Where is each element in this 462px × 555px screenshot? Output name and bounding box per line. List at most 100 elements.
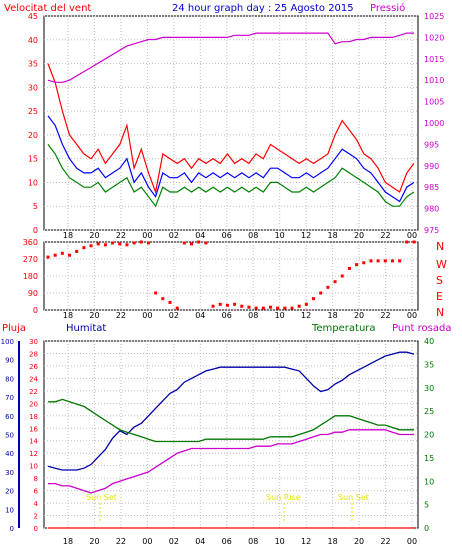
direction-point-6 (89, 244, 93, 248)
direction-point-36 (304, 302, 308, 306)
x-tick-label-2-12: 22 (380, 537, 390, 546)
direction-point-3 (68, 253, 72, 257)
sun-set-label-1: Sun Set (86, 493, 117, 502)
pressure-y-tick-7: 1010 (424, 76, 444, 85)
direction-point-41 (340, 274, 344, 278)
pressure-y-tick-8: 1015 (424, 55, 444, 64)
temperature-y-tick-7: 35 (424, 360, 434, 369)
direction-point-45 (369, 259, 373, 263)
direction-point-17 (168, 300, 172, 304)
temperature-label: Temperatura (311, 323, 376, 334)
pressure-y-tick-2: 985 (424, 183, 439, 192)
direction-point-16 (161, 297, 165, 301)
data-marks (46, 32, 416, 529)
x-tick-label-0-4: 02 (169, 231, 179, 240)
direction-point-22 (204, 241, 208, 245)
rain-y-tick-13: 26 (29, 363, 38, 371)
direction-point-11 (125, 243, 129, 247)
direction-point-12 (132, 241, 136, 245)
direction-point-31 (268, 305, 272, 309)
rain-y-tick-6: 12 (29, 450, 38, 458)
direction-letter-w: W (436, 258, 447, 271)
direction-point-23 (211, 304, 215, 308)
rain-y-tick-10: 20 (29, 400, 38, 408)
humidity-y-tick-9: 90 (5, 357, 14, 365)
pressure-y-tick-1: 980 (424, 205, 439, 214)
direction-point-35 (297, 304, 301, 308)
humidity-y-tick-0: 0 (10, 525, 14, 533)
direction-point-5 (82, 246, 86, 250)
humidity-y-tick-3: 30 (5, 469, 14, 477)
direction-point-42 (347, 266, 351, 270)
x-tick-label-2-8: 10 (275, 537, 285, 546)
wind-y-tick-9: 45 (28, 12, 38, 21)
wind-y-tick-0: 0 (33, 226, 38, 235)
x-tick-label-2-11: 20 (354, 537, 364, 546)
direction-y-tick-0: 0 (33, 306, 38, 315)
rain-y-tick-3: 6 (34, 488, 39, 496)
direction-point-39 (326, 285, 330, 289)
x-tick-label-1-3: 00 (142, 311, 152, 320)
direction-point-8 (103, 243, 107, 247)
direction-point-47 (383, 259, 387, 263)
x-tick-label-1-11: 20 (354, 311, 364, 320)
temperature-y-tick-0: 0 (424, 524, 429, 533)
axis-labels: 18 20 22 00 02 04 06 08 10 12 18 20 22 00051015202530… (1, 12, 445, 546)
direction-letter-s: S (436, 274, 443, 287)
direction-point-18 (175, 306, 179, 310)
direction-letter-n2: N (436, 306, 444, 319)
x-tick-label-1-6: 06 (222, 311, 232, 320)
rain-y-tick-9: 18 (29, 413, 38, 421)
x-tick-label-0-1: 20 (89, 231, 99, 240)
direction-y-tick-4: 360 (23, 238, 38, 247)
x-tick-label-1-9: 12 (301, 311, 311, 320)
dewpoint-line (48, 429, 414, 494)
humidity-y-tick-10: 100 (1, 338, 14, 346)
x-tick-label-1-0: 18 (63, 311, 73, 320)
x-tick-label-1-10: 18 (328, 311, 338, 320)
x-tick-label-0-0: 18 (63, 231, 73, 240)
temperature-y-tick-2: 10 (424, 477, 434, 486)
temperature-line (48, 398, 414, 443)
humidity-line (47, 351, 415, 471)
direction-point-38 (319, 291, 323, 295)
humidity-y-tick-5: 50 (5, 432, 14, 440)
direction-point-10 (118, 242, 122, 246)
direction-point-46 (376, 259, 380, 263)
x-tick-label-1-13: 00 (407, 311, 417, 320)
wind-average-line (47, 115, 415, 203)
humidity-y-tick-1: 10 (5, 506, 14, 514)
rain-y-tick-0: 0 (34, 525, 38, 533)
direction-y-tick-2: 180 (23, 272, 38, 281)
direction-point-32 (276, 306, 280, 310)
wind-y-tick-7: 35 (28, 60, 38, 69)
direction-point-26 (233, 302, 237, 306)
wind-y-tick-5: 25 (28, 107, 38, 116)
direction-point-33 (283, 306, 287, 310)
wind-y-tick-8: 40 (28, 36, 38, 45)
temperature-y-tick-3: 15 (424, 454, 434, 463)
rain-label: Pluja (2, 323, 26, 334)
humidity-y-tick-6: 60 (5, 413, 14, 421)
direction-point-40 (333, 280, 337, 284)
direction-point-0 (46, 255, 50, 259)
x-tick-label-1-5: 04 (195, 311, 205, 320)
x-tick-label-0-2: 22 (116, 231, 126, 240)
x-tick-label-1-4: 02 (169, 311, 179, 320)
direction-point-21 (197, 240, 201, 244)
x-tick-label-2-2: 22 (116, 537, 126, 546)
wind-y-tick-2: 10 (28, 178, 38, 187)
direction-point-19 (182, 241, 186, 245)
direction-point-49 (398, 259, 402, 263)
x-tick-label-2-10: 18 (328, 537, 338, 546)
direction-point-9 (111, 241, 115, 245)
x-tick-label-0-9: 12 (301, 231, 311, 240)
direction-point-20 (190, 242, 194, 246)
direction-point-1 (53, 253, 57, 257)
humidity-y-tick-4: 40 (5, 450, 14, 458)
x-tick-label-1-8: 10 (275, 311, 285, 320)
x-tick-label-0-7: 08 (248, 231, 258, 240)
temperature-y-tick-8: 40 (424, 337, 434, 346)
rain-y-tick-1: 2 (34, 513, 38, 521)
